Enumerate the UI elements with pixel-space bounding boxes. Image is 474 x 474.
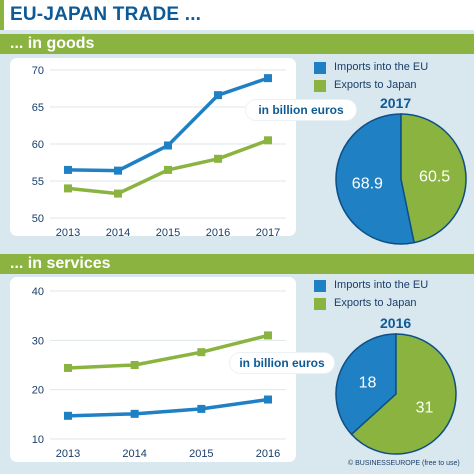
goods-line-xtick-label: 2014 [106,227,130,236]
goods-line-series-1-point [214,154,222,163]
goods-line-ytick-label: 60 [32,139,44,151]
title-accent [0,0,4,30]
goods-line-series-0-point [64,165,72,174]
page-title: EU-JAPAN TRADE ... [10,4,202,25]
services-pie-slice-0 [335,333,397,436]
services-pie-slice-label-0: 18 [359,374,377,391]
goods-line-series-0-point [114,166,122,175]
goods-pie-chart: 68.9 60.5 [335,113,467,245]
services-line-ytick-label: 30 [32,335,44,347]
goods-line-ytick-label: 55 [32,176,44,188]
services-legend-exports-swatch [314,298,326,310]
services-pie-slice-label-1: 31 [416,400,434,417]
goods-pie-year: 2017 [380,95,412,111]
services-line-xtick-label: 2015 [189,448,213,460]
services-heading: ... in services [10,255,111,272]
goods-line-series-1-point [164,165,172,174]
goods-pie-slice-label-1: 60.5 [419,169,450,186]
goods-line-series-0-point [214,91,222,100]
services-line-xtick-label: 2013 [56,448,80,460]
services-legend-exports-label: Exports to Japan [334,297,417,309]
goods-line-xtick-label: 2013 [56,227,80,236]
services-line-xtick-label: 2014 [122,448,146,460]
services-line-series-1-point [197,348,206,357]
copyright-note: © BUSINESSEUROPE (free to use) [348,460,460,467]
goods-line-series-0-point [164,141,172,150]
goods-pie-slice-label-0: 68.9 [352,175,383,192]
services-unit-label: in billion euros [230,353,334,373]
goods-line-series-1-point [264,136,272,145]
goods-line-xtick-label: 2016 [206,227,230,236]
services-line-series-0-point [197,404,206,413]
services-line-chart: 10 20 30 40 2013 2014 2015 2016 [32,286,286,460]
goods-line-panel: 50 55 60 65 70 2013 2014 2015 2016 2017 [10,58,296,239]
goods-legend-exports-label: Exports to Japan [334,79,417,91]
goods-legend-exports-swatch [314,80,326,92]
services-line-xtick-label: 2016 [256,448,280,460]
services-pie-slice-1 [350,333,457,455]
services-legend-imports-swatch [314,280,326,292]
goods-pie-slice-1 [400,113,467,244]
title-bar: EU-JAPAN TRADE ... [0,0,474,30]
services-line-series-line-0 [66,397,270,418]
goods-line-series-line-0 [66,76,270,173]
goods-heading: ... in goods [10,35,95,52]
goods-unit-label: in billion euros [246,100,356,120]
goods-line-ytick-label: 70 [32,65,44,77]
services-line-series-1-point [264,331,272,340]
goods-line-xtick-label: 2017 [256,227,280,236]
goods-pie-slice-0 [335,113,416,245]
services-line-series-0-point [130,409,139,418]
goods-line-chart: 50 55 60 65 70 2013 2014 2015 2016 2017 [32,65,286,239]
services-line-ytick-label: 20 [32,385,44,397]
services-line-series-0-point [64,411,72,420]
goods-line-ytick-label: 65 [32,102,44,114]
services-pie-year: 2016 [380,315,412,331]
goods-legend-imports-label: Imports into the EU [334,61,429,73]
services-line-series-line-1 [66,333,270,370]
goods-line-series-1-point [114,189,122,198]
goods-line-series-0-point [264,74,272,83]
services-line-ytick-label: 40 [32,286,44,298]
goods-line-series-1-point [64,184,72,193]
services-line-ytick-label: 10 [32,434,44,446]
services-line-series-0-point [264,395,272,404]
services-line-series-1-point [64,363,72,372]
goods-line-ytick-label: 50 [32,213,44,225]
goods-line-xtick-label: 2015 [156,227,180,236]
goods-legend-imports-swatch [314,62,326,74]
goods-section-header: ... in goods [0,34,474,54]
services-section-header: ... in services [0,254,474,274]
services-line-series-1-point [130,361,139,369]
services-legend-imports-label: Imports into the EU [334,279,429,291]
